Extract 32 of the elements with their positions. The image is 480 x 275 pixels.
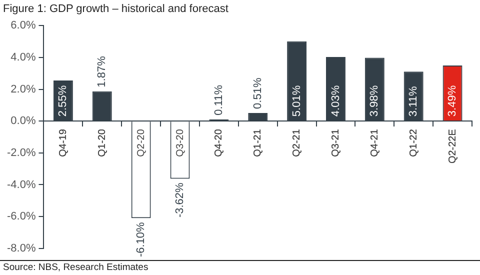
y-tick-label: -4.0% bbox=[6, 178, 36, 191]
data-label: 0.51% bbox=[252, 78, 264, 109]
data-label: 5.01% bbox=[290, 85, 303, 117]
chart-title: Figure 1: GDP growth – historical and forecast bbox=[3, 3, 228, 15]
x-tick-label: Q1-21 bbox=[252, 128, 264, 157]
data-label: 2.55% bbox=[57, 85, 70, 117]
y-tick-label: -6.0% bbox=[6, 210, 36, 223]
data-label: 3.11% bbox=[408, 86, 420, 117]
data-label: -3.62% bbox=[174, 182, 186, 218]
data-label: 3.49% bbox=[446, 85, 459, 117]
x-tick-label: Q4-21 bbox=[369, 128, 380, 157]
x-tick-label: Q4-19 bbox=[58, 128, 69, 157]
x-tick-label: Q2-20 bbox=[136, 128, 147, 157]
data-label: 3.98% bbox=[368, 85, 381, 117]
y-tick-label: 6.0% bbox=[10, 20, 36, 32]
x-tick-label: Q4-20 bbox=[214, 128, 225, 157]
data-label: 1.87% bbox=[96, 56, 108, 88]
y-tick-label: -8.0% bbox=[6, 242, 36, 254]
source-note: Source: NBS, Research Estimates bbox=[3, 262, 148, 273]
data-label: -6.10% bbox=[135, 222, 148, 258]
x-tick-label: Q1-20 bbox=[96, 128, 108, 157]
x-tick-label: Q3-21 bbox=[330, 128, 342, 157]
y-tick-label: 2.0% bbox=[10, 83, 36, 96]
x-tick-label: Q1-22 bbox=[408, 128, 420, 157]
x-tick-label: Q2-22E bbox=[447, 128, 458, 164]
x-tick-label: Q2-21 bbox=[292, 128, 303, 157]
x-tick-label: Q3-20 bbox=[174, 128, 186, 157]
y-tick-label: -2.0% bbox=[6, 146, 36, 159]
y-tick-label: 4.0% bbox=[10, 51, 36, 64]
y-tick-label: 0.0% bbox=[10, 115, 36, 128]
data-label: 4.03% bbox=[330, 85, 342, 117]
data-label: 0.11% bbox=[212, 84, 225, 116]
